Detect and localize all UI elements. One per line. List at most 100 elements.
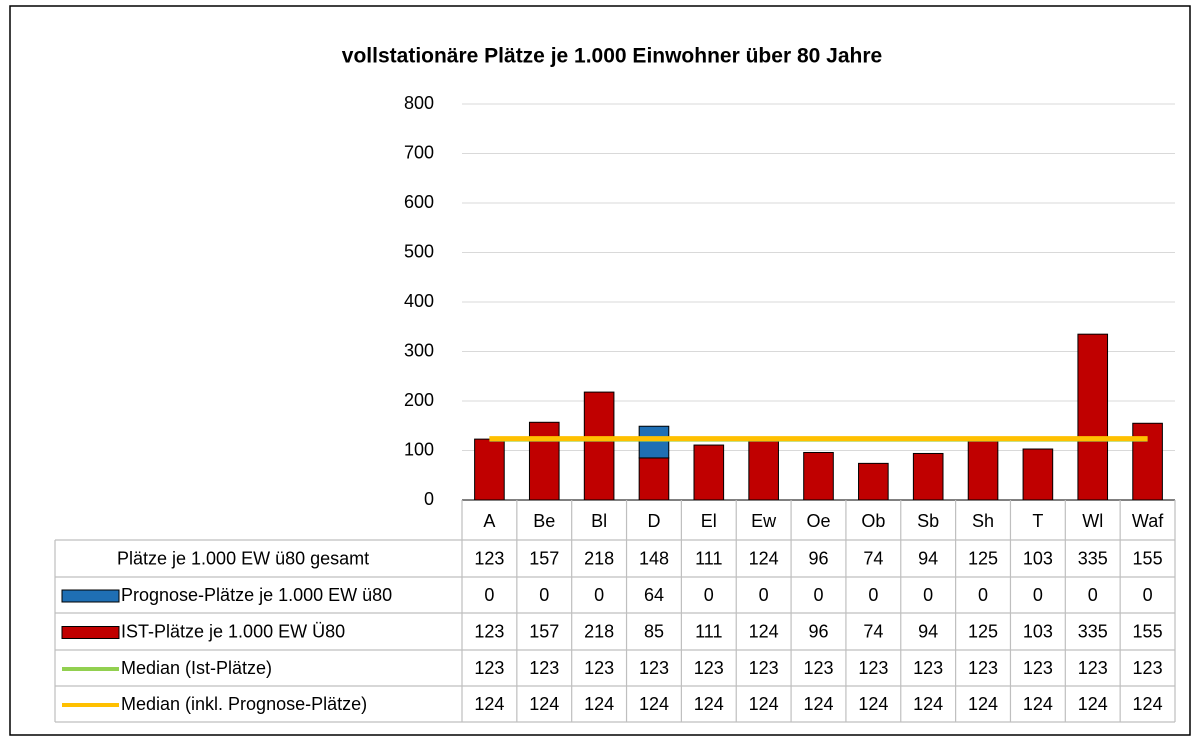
table-value: 74 <box>863 621 883 641</box>
bar <box>1022 448 1054 501</box>
table-value: 123 <box>474 621 504 641</box>
table-value: 74 <box>863 548 883 568</box>
y-tick-label: 600 <box>404 192 434 212</box>
legend-label: Median (inkl. Prognose-Plätze) <box>121 694 367 714</box>
chart-title: vollstationäre Plätze je 1.000 Einwohner… <box>342 45 882 68</box>
table-value: 124 <box>749 548 779 568</box>
table-value: 0 <box>868 585 878 605</box>
table-value: 0 <box>1033 585 1043 605</box>
table-value: 148 <box>639 548 669 568</box>
table-value: 123 <box>1133 658 1163 678</box>
table-value: 103 <box>1023 548 1053 568</box>
bar <box>1077 333 1109 501</box>
table-value: 123 <box>639 658 669 678</box>
table-value: 0 <box>1088 585 1098 605</box>
table-value: 123 <box>694 658 724 678</box>
table-value: 85 <box>644 621 664 641</box>
y-tick-label: 100 <box>404 439 434 459</box>
table-value: 0 <box>484 585 494 605</box>
y-tick-label: 500 <box>404 241 434 261</box>
table-value: 124 <box>803 694 833 714</box>
table-value: 124 <box>1023 694 1053 714</box>
table-value: 0 <box>978 585 988 605</box>
table-value: 155 <box>1133 621 1163 641</box>
x-tick-label: Ob <box>861 511 885 531</box>
bar <box>967 437 999 501</box>
table-value: 123 <box>474 658 504 678</box>
table-value: 124 <box>529 694 559 714</box>
x-tick-label: Sb <box>917 511 939 531</box>
bar <box>638 457 670 501</box>
table-value: 125 <box>968 621 998 641</box>
legend-label: Plätze je 1.000 EW ü80 gesamt <box>117 548 369 568</box>
table-value: 124 <box>474 694 504 714</box>
legend-label: Median (Ist-Plätze) <box>121 658 272 678</box>
table-value: 123 <box>529 658 559 678</box>
table-value: 124 <box>913 694 943 714</box>
x-tick-label: Ew <box>751 511 777 531</box>
bar <box>693 444 725 501</box>
y-tick-label: 400 <box>404 291 434 311</box>
table-value: 123 <box>803 658 833 678</box>
x-tick-label: El <box>701 511 717 531</box>
table-value: 94 <box>918 548 938 568</box>
table-value: 218 <box>584 621 614 641</box>
table-value: 0 <box>539 585 549 605</box>
x-tick-label: Bl <box>591 511 607 531</box>
table-value: 103 <box>1023 621 1053 641</box>
table-value: 125 <box>968 548 998 568</box>
table-value: 124 <box>749 694 779 714</box>
table-value: 335 <box>1078 621 1108 641</box>
table-value: 111 <box>695 621 722 641</box>
legend-label: Prognose-Plätze je 1.000 EW ü80 <box>121 585 392 605</box>
table-value: 96 <box>808 621 828 641</box>
table-value: 96 <box>808 548 828 568</box>
table-value: 124 <box>639 694 669 714</box>
table-value: 218 <box>584 548 614 568</box>
bar <box>748 438 779 501</box>
x-tick-label: Be <box>533 511 555 531</box>
table-value: 123 <box>474 548 504 568</box>
table-value: 123 <box>584 658 614 678</box>
table-value: 0 <box>759 585 769 605</box>
table-value: 124 <box>584 694 614 714</box>
table-value: 123 <box>1078 658 1108 678</box>
y-tick-label: 300 <box>404 340 434 360</box>
x-tick-label: A <box>483 511 495 531</box>
x-tick-label: Oe <box>806 511 830 531</box>
bar <box>583 391 615 501</box>
x-tick-label: Sh <box>972 511 994 531</box>
x-tick-label: Waf <box>1132 511 1164 531</box>
legend-key <box>61 626 120 639</box>
table-value: 0 <box>813 585 823 605</box>
x-tick-label: D <box>647 511 660 531</box>
table-value: 123 <box>749 658 779 678</box>
table-value: 157 <box>529 621 559 641</box>
table-value: 123 <box>1023 658 1053 678</box>
table-value: 0 <box>704 585 714 605</box>
bar <box>858 462 889 501</box>
table-value: 123 <box>858 658 888 678</box>
table-value: 0 <box>1143 585 1153 605</box>
table-value: 64 <box>644 585 664 605</box>
table-value: 123 <box>913 658 943 678</box>
bar <box>638 425 670 459</box>
table-value: 124 <box>858 694 888 714</box>
table-value: 124 <box>694 694 724 714</box>
table-value: 124 <box>1078 694 1108 714</box>
table-value: 123 <box>968 658 998 678</box>
table-value: 0 <box>594 585 604 605</box>
y-tick-label: 700 <box>404 142 434 162</box>
bar <box>528 421 560 501</box>
table-value: 157 <box>529 548 559 568</box>
bar <box>1132 422 1163 501</box>
table-value: 124 <box>1133 694 1163 714</box>
bar <box>912 452 944 501</box>
table-value: 94 <box>918 621 938 641</box>
table-value: 124 <box>968 694 998 714</box>
bar <box>474 438 505 501</box>
table-value: 124 <box>749 621 779 641</box>
table-value: 0 <box>923 585 933 605</box>
y-tick-label: 200 <box>404 390 434 410</box>
